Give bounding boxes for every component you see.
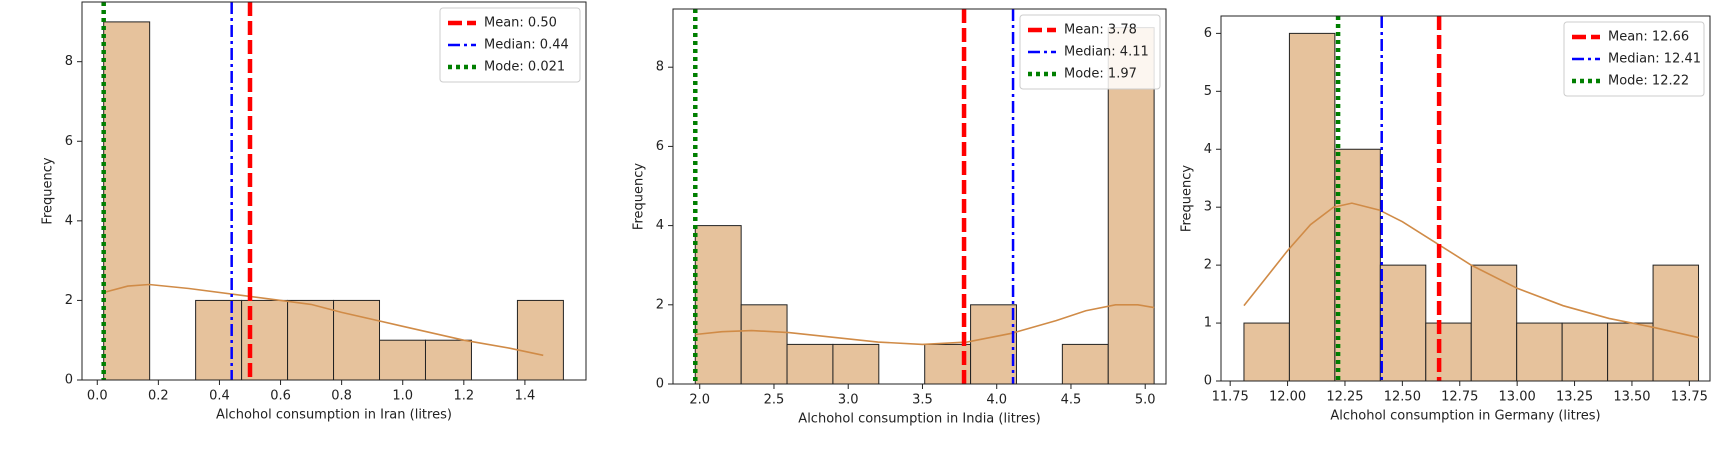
histogram-bar — [740, 304, 788, 384]
kde-line — [103, 283, 544, 357]
x-tick-label: 1.2 — [453, 389, 474, 404]
histogram-bar — [970, 304, 1017, 384]
legend-box — [1563, 21, 1705, 97]
histogram-bar — [694, 225, 742, 384]
y-tick-label: 1 — [1204, 316, 1212, 331]
x-tick-label: 4.0 — [986, 393, 1007, 408]
histogram-bar — [1425, 322, 1472, 381]
x-tick-label: 12.50 — [1384, 390, 1421, 405]
y-tick-label: 5 — [1204, 84, 1212, 99]
y-tick-label: 6 — [656, 139, 664, 154]
histogram-bar — [1516, 322, 1563, 381]
legend-box — [439, 7, 581, 83]
plot-area — [101, 2, 564, 380]
histogram-bar — [1061, 343, 1109, 384]
x-axis-label: Alchohol consumption in India (litres) — [798, 412, 1040, 427]
x-tick-label: 13.25 — [1556, 390, 1593, 405]
y-tick-label: 2 — [1204, 258, 1212, 273]
y-axis-label: Frequency — [41, 157, 56, 224]
legend-label: Mode: 0.021 — [484, 60, 565, 75]
x-tick-label: 2.0 — [689, 393, 710, 408]
histogram-bar — [195, 299, 243, 380]
axes-frame — [81, 1, 587, 381]
histogram-bar — [786, 343, 834, 384]
x-axis-label: Alchohol consumption in Iran (litres) — [216, 408, 452, 423]
x-tick-label: 0.2 — [148, 389, 169, 404]
y-tick-label: 4 — [1204, 142, 1212, 157]
y-tick-label: 4 — [656, 218, 664, 233]
kde-line — [695, 304, 1155, 346]
x-tick-label: 4.5 — [1061, 393, 1082, 408]
histogram-bar — [1470, 264, 1518, 381]
x-tick-label: 0.8 — [331, 389, 352, 404]
x-tick-label: 3.5 — [912, 393, 933, 408]
histogram-bar — [379, 339, 426, 380]
histogram-bar — [1243, 322, 1290, 381]
y-tick-label: 6 — [1204, 26, 1212, 41]
x-tick-label: 13.50 — [1613, 390, 1650, 405]
histogram-bar — [832, 343, 880, 384]
plot-area — [1243, 16, 1700, 381]
y-axis-label: Frequency — [1180, 165, 1195, 232]
y-tick-label: 8 — [656, 60, 664, 75]
histogram-bar — [1652, 264, 1700, 381]
y-tick-label: 0 — [65, 373, 73, 388]
x-tick-label: 13.00 — [1499, 390, 1536, 405]
x-tick-label: 11.75 — [1212, 390, 1249, 405]
legend-label: Mean: 0.50 — [484, 16, 557, 31]
legend-label: Mean: 12.66 — [1608, 30, 1689, 45]
legend-box — [1019, 14, 1161, 90]
y-tick-label: 0 — [656, 377, 664, 392]
x-tick-label: 1.4 — [515, 389, 536, 404]
histogram-bar — [103, 21, 151, 380]
axes-frame — [1220, 15, 1711, 382]
legend-label: Median: 12.41 — [1608, 52, 1701, 67]
legend-label: Mode: 12.22 — [1608, 74, 1689, 89]
legend-label: Median: 4.11 — [1064, 45, 1149, 60]
histogram-bar — [333, 299, 381, 380]
legend: Mean: 12.66 Median: 12.41 Mode: 12.22 — [1563, 21, 1705, 97]
histogram-bar — [1607, 322, 1654, 381]
histogram-bar — [287, 299, 335, 380]
x-tick-label: 3.0 — [838, 393, 859, 408]
histogram-bar — [1288, 32, 1336, 381]
legend-label: Mean: 3.78 — [1064, 23, 1137, 38]
x-tick-label: 12.00 — [1269, 390, 1306, 405]
y-tick-label: 8 — [65, 54, 73, 69]
x-tick-label: 0.0 — [87, 389, 108, 404]
legend: Mean: 3.78 Median: 4.11 Mode: 1.97 — [1019, 14, 1161, 90]
histogram-bar — [516, 299, 564, 380]
x-tick-label: 2.5 — [764, 393, 785, 408]
x-tick-label: 1.0 — [392, 389, 413, 404]
y-tick-label: 6 — [65, 134, 73, 149]
x-tick-label: 13.75 — [1671, 390, 1708, 405]
kde-line — [1243, 202, 1699, 339]
x-tick-label: 12.75 — [1441, 390, 1478, 405]
histogram-bar — [1334, 148, 1381, 381]
y-tick-label: 2 — [65, 293, 73, 308]
y-tick-label: 2 — [656, 297, 664, 312]
x-tick-label: 12.25 — [1326, 390, 1363, 405]
y-tick-label: 4 — [65, 213, 73, 228]
y-axis-label: Frequency — [632, 163, 647, 230]
legend-label: Mode: 1.97 — [1064, 67, 1137, 82]
legend: Mean: 0.50 Median: 0.44 Mode: 0.021 — [439, 7, 581, 83]
y-tick-label: 0 — [1204, 374, 1212, 389]
x-tick-label: 0.6 — [270, 389, 291, 404]
legend-label: Median: 0.44 — [484, 38, 569, 53]
x-axis-label: Alchohol consumption in Germany (litres) — [1330, 409, 1600, 424]
axes-frame — [672, 8, 1167, 385]
x-tick-label: 0.4 — [209, 389, 230, 404]
histogram-bar — [424, 339, 472, 380]
histogram-bar — [1561, 322, 1609, 381]
x-tick-label: 5.0 — [1135, 393, 1156, 408]
histogram-bar — [1379, 264, 1427, 381]
y-tick-label: 3 — [1204, 200, 1212, 215]
